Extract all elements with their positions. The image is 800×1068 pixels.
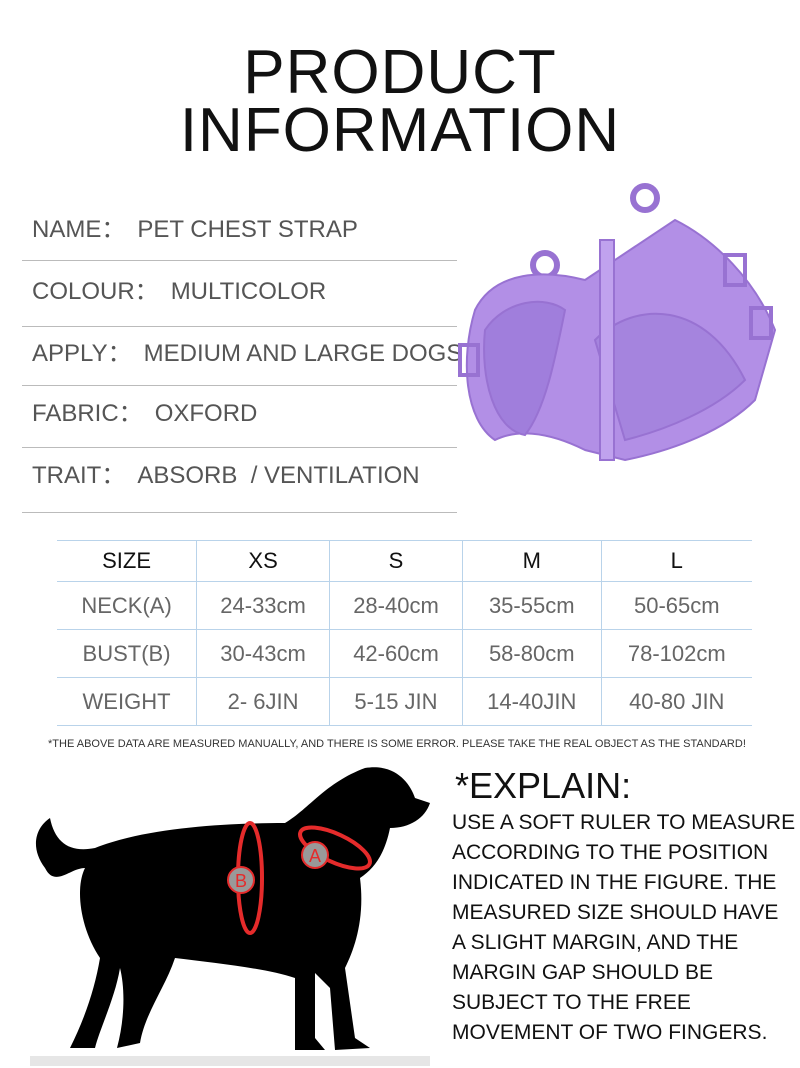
info-value: MULTICOLOR — [170, 278, 327, 305]
explain-line: ACCORDING TO THE POSITION — [452, 841, 769, 864]
info-name: NAME： PET CHEST STRAP — [32, 216, 358, 244]
ground-bar — [30, 1056, 430, 1066]
explain-line: MOVEMENT OF TWO FINGERS. — [452, 1021, 768, 1044]
table-cell: 50-65cm — [600, 581, 752, 630]
info-value: PET CHEST STRAP — [137, 216, 358, 243]
table-cell: 40-80 JIN — [600, 677, 752, 726]
info-trait: TRAIT： ABSORB / VENTILATION — [32, 462, 420, 490]
explain-title: *EXPLAIN: — [455, 765, 632, 806]
row-label: BUST(B) — [57, 629, 198, 678]
info-value: OXFORD — [154, 400, 258, 427]
info-value: MEDIUM AND LARGE DOGS — [143, 340, 463, 367]
table-cell: 14-40JIN — [461, 677, 602, 726]
header-cell: SIZE — [57, 540, 198, 582]
measurement-note: *THE ABOVE DATA ARE MEASURED MANUALLY, A… — [48, 738, 746, 750]
dog-diagram: A B — [30, 767, 431, 1066]
marker-a: A — [309, 846, 321, 866]
row-label: WEIGHT — [57, 677, 198, 726]
neck-measure-ring — [298, 825, 372, 871]
divider — [22, 385, 457, 386]
divider — [22, 512, 457, 513]
header-cell: M — [461, 540, 602, 582]
title-line-1: PRODUCT — [243, 38, 557, 107]
marker-b: B — [235, 871, 247, 891]
header-cell: L — [600, 540, 752, 582]
divider — [22, 447, 457, 448]
header-cell: S — [329, 540, 463, 582]
info-label: FABRIC： — [32, 400, 143, 427]
header-cell: XS — [196, 540, 331, 582]
info-label: TRAIT： — [32, 462, 126, 489]
explain-line: MEASURED SIZE SHOULD HAVE — [452, 901, 779, 924]
table-cell: 2- 6JIN — [196, 677, 331, 726]
table-row: NECK(A) 24-33cm 28-40cm 35-55cm 50-65cm — [57, 581, 752, 630]
explain-line: USE A SOFT RULER TO MEASURE — [452, 811, 796, 834]
size-table: SIZE XS S M L NECK(A) 24-33cm 28-40cm 35… — [57, 540, 752, 726]
explain-line: A SLIGHT MARGIN, AND THE — [452, 931, 739, 954]
table-cell: 5-15 JIN — [329, 677, 463, 726]
table-cell: 30-43cm — [196, 629, 331, 678]
table-cell: 58-80cm — [461, 629, 602, 678]
explain-line: MARGIN GAP SHOULD BE — [452, 961, 714, 984]
table-header-row: SIZE XS S M L — [57, 540, 752, 582]
info-fabric: FABRIC： OXFORD — [32, 400, 257, 428]
info-apply: APPLY： MEDIUM AND LARGE DOGS — [32, 340, 462, 368]
explain-line: INDICATED IN THE FIGURE. THE — [452, 871, 777, 894]
info-value: ABSORB / VENTILATION — [137, 462, 420, 489]
table-cell: 35-55cm — [461, 581, 602, 630]
harness-image — [458, 183, 777, 462]
divider — [22, 260, 457, 261]
info-label: APPLY： — [32, 340, 132, 367]
info-label: NAME： — [32, 216, 126, 243]
table-row: WEIGHT 2- 6JIN 5-15 JIN 14-40JIN 40-80 J… — [57, 677, 752, 726]
table-row: BUST(B) 30-43cm 42-60cm 58-80cm 78-102cm — [57, 629, 752, 678]
info-colour: COLOUR： MULTICOLOR — [32, 278, 326, 306]
title-line-2: INFORMATION — [179, 96, 621, 165]
info-label: COLOUR： — [32, 278, 159, 305]
table-cell: 42-60cm — [329, 629, 463, 678]
row-label: NECK(A) — [57, 581, 198, 630]
dog-silhouette — [35, 767, 431, 1050]
table-cell: 28-40cm — [329, 581, 463, 630]
explain-line: SUBJECT TO THE FREE — [452, 991, 691, 1014]
divider — [22, 326, 457, 327]
table-cell: 78-102cm — [600, 629, 752, 678]
table-cell: 24-33cm — [196, 581, 331, 630]
